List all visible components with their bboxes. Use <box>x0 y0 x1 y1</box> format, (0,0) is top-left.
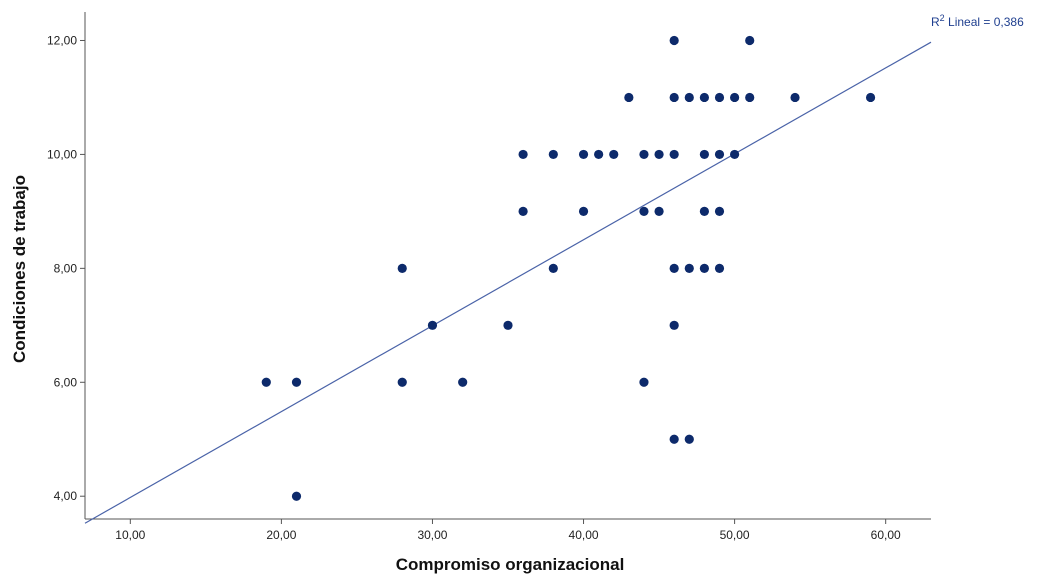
x-tick-label: 60,00 <box>871 528 901 542</box>
data-point <box>745 92 755 103</box>
data-point <box>578 149 589 160</box>
data-point <box>548 149 558 160</box>
regression-line <box>84 41 932 524</box>
y-tick-label: 12,00 <box>47 33 77 47</box>
data-point <box>669 35 679 46</box>
data-points <box>261 35 876 501</box>
x-tick-label: 30,00 <box>417 528 447 542</box>
data-point <box>518 149 528 160</box>
x-tick-label: 10,00 <box>115 528 145 542</box>
data-point <box>458 377 468 387</box>
data-point <box>699 206 709 216</box>
data-point <box>594 149 604 160</box>
x-tick-label: 50,00 <box>720 528 750 542</box>
data-point <box>624 92 634 103</box>
y-tick-label: 10,00 <box>47 147 77 161</box>
axes <box>84 12 931 520</box>
data-point <box>427 320 438 330</box>
data-point <box>714 263 725 273</box>
y-tick-label: 6,00 <box>54 375 78 389</box>
data-point <box>609 149 619 160</box>
data-point <box>699 263 709 273</box>
data-point <box>578 206 589 216</box>
y-tick-label: 4,00 <box>54 489 78 503</box>
data-point <box>669 92 679 103</box>
data-point <box>669 149 679 160</box>
data-point <box>548 263 558 273</box>
data-point <box>291 491 302 501</box>
tick-labels: 10,00 20,00 30,00 40,00 50,00 60,00 4,00 6,00 8,… <box>47 33 901 542</box>
y-axis-title: Condiciones de trabajo <box>10 175 29 363</box>
data-point <box>730 149 740 160</box>
data-point <box>745 35 755 46</box>
x-tick-label: 40,00 <box>569 528 599 542</box>
regression-line-group <box>84 41 932 524</box>
y-tick-label: 8,00 <box>54 261 78 275</box>
data-point <box>397 263 407 273</box>
x-tick-label: 20,00 <box>266 528 296 542</box>
data-point <box>714 149 725 160</box>
data-point <box>730 92 740 103</box>
data-point <box>669 320 679 330</box>
data-point <box>684 434 694 444</box>
data-point <box>654 206 664 216</box>
data-point <box>699 92 709 103</box>
x-axis-title: Compromiso organizacional <box>396 555 625 574</box>
r-squared-annotation: R2 Lineal = 0,386 <box>931 13 1024 29</box>
data-point <box>790 92 800 103</box>
data-point <box>669 434 679 444</box>
data-point <box>669 263 679 273</box>
data-point <box>503 320 513 330</box>
data-point <box>684 92 694 103</box>
data-point <box>291 377 302 387</box>
data-point <box>865 92 876 103</box>
data-point <box>639 206 649 216</box>
data-point <box>699 149 709 160</box>
data-point <box>714 92 725 103</box>
data-point <box>684 263 694 273</box>
data-point <box>639 377 649 387</box>
data-point <box>639 149 649 160</box>
data-point <box>654 149 664 160</box>
data-point <box>518 206 528 216</box>
data-point <box>397 377 407 387</box>
data-point <box>261 377 271 387</box>
tick-marks <box>80 39 887 524</box>
data-point <box>714 206 725 216</box>
